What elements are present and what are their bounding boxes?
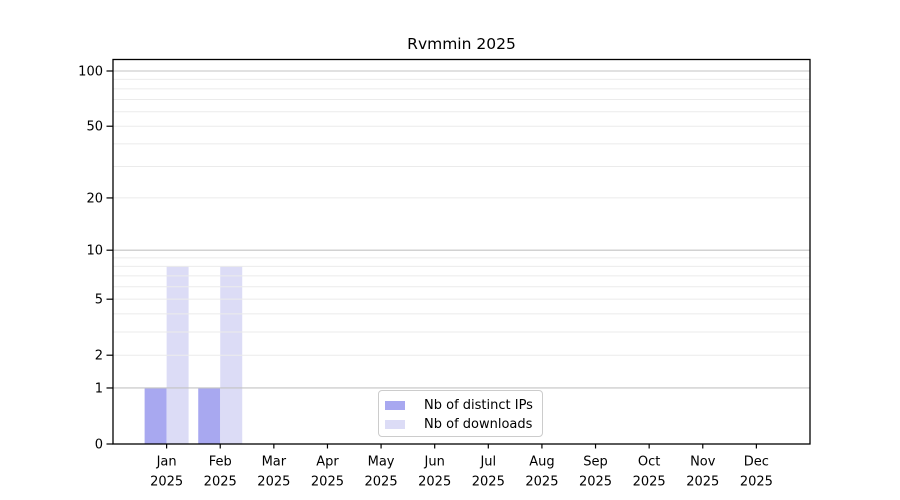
- legend-item-downloads: Nb of downloads: [385, 415, 542, 434]
- x-tick-label-year: 2025: [633, 475, 666, 490]
- y-tick-label: 20: [86, 191, 103, 206]
- x-tick-label-year: 2025: [418, 475, 451, 490]
- x-tick-label-month: Jun: [424, 455, 445, 470]
- y-tick-label: 1: [95, 381, 103, 396]
- x-tick-label-year: 2025: [525, 475, 558, 490]
- y-tick-label: 5: [95, 293, 103, 308]
- x-tick-label-month: Jul: [479, 455, 496, 470]
- x-tick-label-month: Apr: [316, 455, 339, 470]
- x-tick-label-month: Mar: [262, 455, 287, 470]
- x-tick-label-month: Dec: [744, 455, 769, 470]
- x-tick-label-month: May: [368, 455, 395, 470]
- bar-distinct-ips: [198, 387, 221, 444]
- legend: Nb of distinct IPs Nb of downloads: [378, 390, 543, 437]
- x-tick-label-month: Nov: [690, 455, 716, 470]
- chart-title: Rvmmin 2025: [407, 35, 516, 53]
- y-tick-label: 10: [86, 244, 103, 259]
- x-tick-label-year: 2025: [740, 475, 773, 490]
- plot-border: [112, 58, 811, 445]
- x-tick-label-year: 2025: [472, 475, 505, 490]
- y-tick-label: 2: [95, 349, 103, 364]
- x-tick-label-year: 2025: [311, 475, 344, 490]
- legend-item-distinct-ips: Nb of distinct IPs: [385, 396, 542, 415]
- x-tick-label-year: 2025: [579, 475, 612, 490]
- x-tick-label-month: Aug: [529, 455, 554, 470]
- y-tick-label: 50: [86, 120, 103, 135]
- x-tick-label-year: 2025: [686, 475, 719, 490]
- legend-swatch-downloads: [385, 420, 405, 429]
- x-tick-label-year: 2025: [365, 475, 398, 490]
- x-tick-label-month: Feb: [209, 455, 232, 470]
- y-tick-label: 100: [78, 64, 103, 79]
- x-tick-label-month: Oct: [638, 455, 660, 470]
- legend-swatch-distinct-ips: [385, 401, 405, 410]
- legend-label-distinct-ips: Nb of distinct IPs: [424, 398, 533, 413]
- x-tick-label-year: 2025: [257, 475, 290, 490]
- x-tick-label-year: 2025: [150, 475, 183, 490]
- y-tick-label: 0: [95, 438, 103, 453]
- x-tick-label-month: Jan: [156, 455, 177, 470]
- bar-distinct-ips: [144, 387, 167, 444]
- legend-label-downloads: Nb of downloads: [424, 417, 533, 432]
- x-tick-label-month: Sep: [583, 455, 608, 470]
- x-tick-label-year: 2025: [204, 475, 237, 490]
